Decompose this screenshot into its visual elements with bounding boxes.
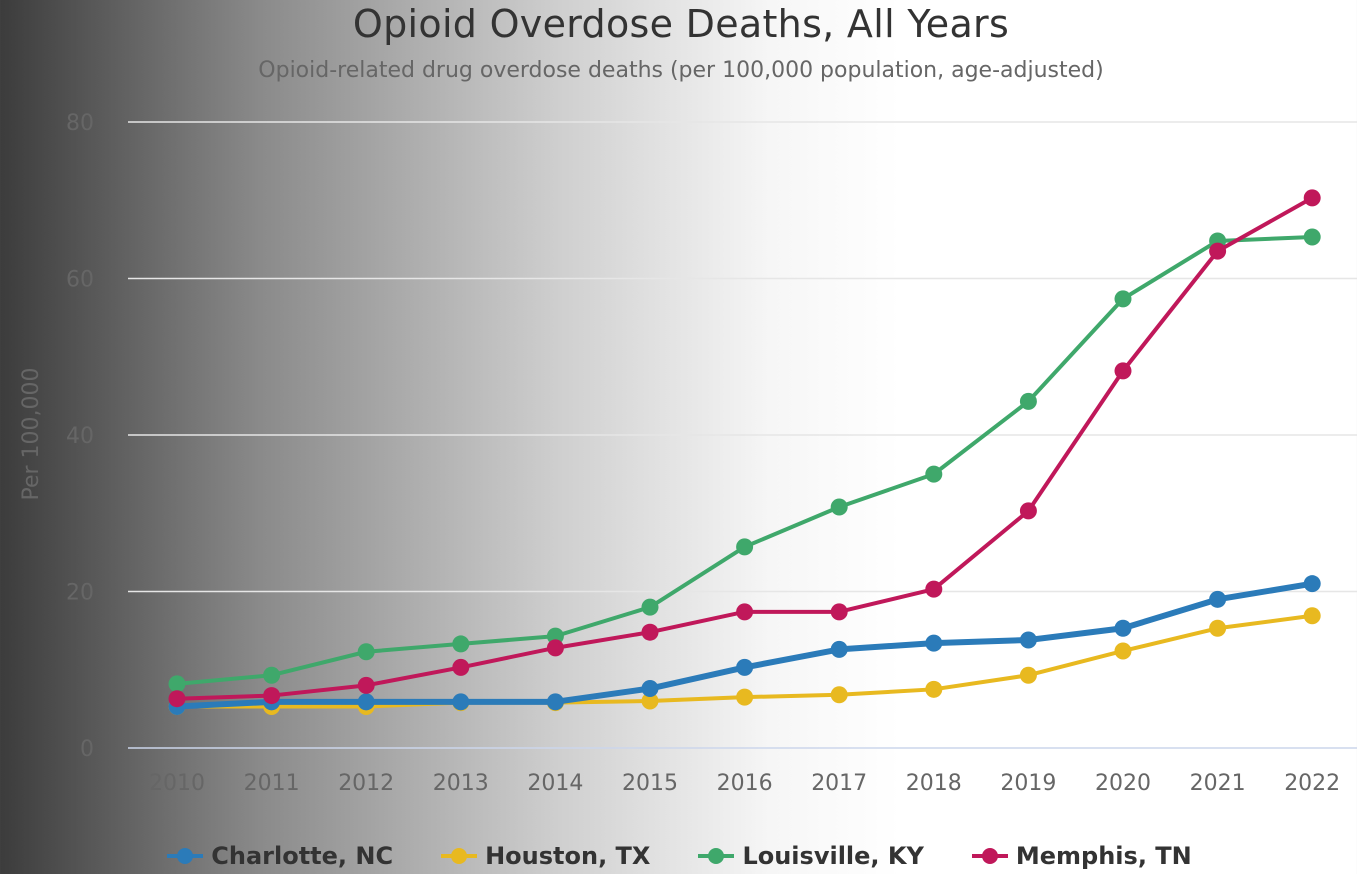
legend-swatch-marker — [451, 848, 468, 864]
y-axis-ticks: 0 20 40 60 80 — [66, 111, 94, 762]
data-point[interactable] — [736, 658, 754, 676]
data-point[interactable] — [736, 603, 754, 621]
x-axis-ticks: 2010 2011 2012 2013 2014 2015 2016 2017 2018 2019… — [149, 771, 1340, 796]
data-point[interactable] — [1019, 392, 1037, 410]
legend-swatch-marker — [708, 848, 725, 864]
legend-item[interactable]: Houston, TX — [439, 842, 650, 870]
data-point[interactable] — [1209, 619, 1227, 637]
data-point[interactable] — [925, 465, 943, 483]
legend-swatch-marker — [177, 848, 194, 864]
data-point[interactable] — [546, 639, 564, 657]
data-point[interactable] — [1114, 642, 1132, 660]
data-point[interactable] — [452, 635, 470, 653]
data-point[interactable] — [1019, 631, 1037, 649]
data-point[interactable] — [736, 688, 754, 706]
data-point[interactable] — [452, 693, 470, 711]
legend-item[interactable]: Louisville, KY — [696, 842, 924, 870]
data-point[interactable] — [1209, 590, 1227, 608]
legend-label: Louisville, KY — [742, 842, 924, 870]
legend-label: Charlotte, NC — [211, 842, 394, 870]
data-point[interactable] — [546, 627, 564, 645]
x-tick-label: 2014 — [527, 771, 583, 796]
series-charlotte-nc — [168, 575, 1321, 716]
data-point[interactable] — [357, 693, 375, 711]
y-tick-label: 80 — [66, 111, 94, 136]
data-point[interactable] — [1019, 666, 1037, 684]
data-point[interactable] — [1209, 242, 1227, 260]
data-point[interactable] — [263, 666, 281, 684]
legend-label: Memphis, TN — [1015, 842, 1192, 870]
data-point[interactable] — [546, 693, 564, 711]
data-point[interactable] — [830, 603, 848, 621]
data-point[interactable] — [830, 686, 848, 704]
chart-title: Opioid Overdose Deaths, All Years — [352, 2, 1010, 46]
data-point[interactable] — [641, 623, 659, 641]
x-tick-label: 2020 — [1095, 771, 1151, 796]
data-point[interactable] — [263, 687, 281, 705]
x-tick-label: 2015 — [622, 771, 678, 796]
data-point[interactable] — [1114, 362, 1132, 380]
legend-label: Houston, TX — [485, 842, 651, 870]
y-tick-label: 40 — [66, 424, 94, 449]
x-tick-label: 2011 — [244, 771, 300, 796]
data-point[interactable] — [641, 680, 659, 698]
data-point[interactable] — [1303, 189, 1321, 207]
data-point[interactable] — [641, 692, 659, 710]
gridlines — [128, 121, 1357, 749]
x-tick-label: 2016 — [717, 771, 773, 796]
legend-swatch — [441, 848, 478, 864]
y-tick-label: 60 — [66, 268, 94, 293]
series-memphis-tn — [168, 189, 1321, 708]
data-point[interactable] — [1303, 575, 1321, 593]
data-point[interactable] — [736, 538, 754, 556]
x-tick-label: 2017 — [811, 771, 867, 796]
x-tick-label: 2010 — [149, 771, 205, 796]
y-axis-label: Per 100,000 — [19, 367, 44, 500]
data-point[interactable] — [925, 580, 943, 598]
legend-item[interactable]: Memphis, TN — [970, 842, 1192, 870]
y-tick-label: 0 — [80, 737, 94, 762]
data-point[interactable] — [1303, 228, 1321, 246]
data-point[interactable] — [452, 658, 470, 676]
data-point[interactable] — [641, 598, 659, 616]
x-tick-label: 2021 — [1190, 771, 1246, 796]
data-point[interactable] — [830, 498, 848, 516]
data-point[interactable] — [925, 680, 943, 698]
chart-subtitle: Opioid-related drug overdose deaths (per… — [258, 58, 1104, 83]
legend: Charlotte, NC Houston, TX Louisville, KY Me… — [0, 838, 1357, 874]
legend-swatch-marker — [981, 848, 998, 864]
data-point[interactable] — [1303, 607, 1321, 625]
y-tick-label: 20 — [66, 581, 94, 606]
data-point[interactable] — [357, 676, 375, 694]
x-tick-label: 2022 — [1284, 771, 1340, 796]
data-point[interactable] — [168, 675, 186, 693]
x-tick-label: 2013 — [433, 771, 489, 796]
legend-swatch — [167, 848, 204, 864]
data-point[interactable] — [1114, 290, 1132, 308]
data-point[interactable] — [357, 643, 375, 661]
legend-swatch — [971, 848, 1008, 864]
data-point[interactable] — [830, 640, 848, 658]
legend-item[interactable]: Charlotte, NC — [165, 842, 393, 870]
data-point[interactable] — [168, 690, 186, 708]
data-point[interactable] — [925, 634, 943, 652]
x-tick-label: 2012 — [338, 771, 394, 796]
x-tick-label: 2019 — [1000, 771, 1056, 796]
x-tick-label: 2018 — [906, 771, 962, 796]
series-layer — [168, 189, 1321, 716]
data-point[interactable] — [1114, 619, 1132, 637]
data-point[interactable] — [1019, 502, 1037, 520]
legend-swatch — [698, 848, 735, 864]
